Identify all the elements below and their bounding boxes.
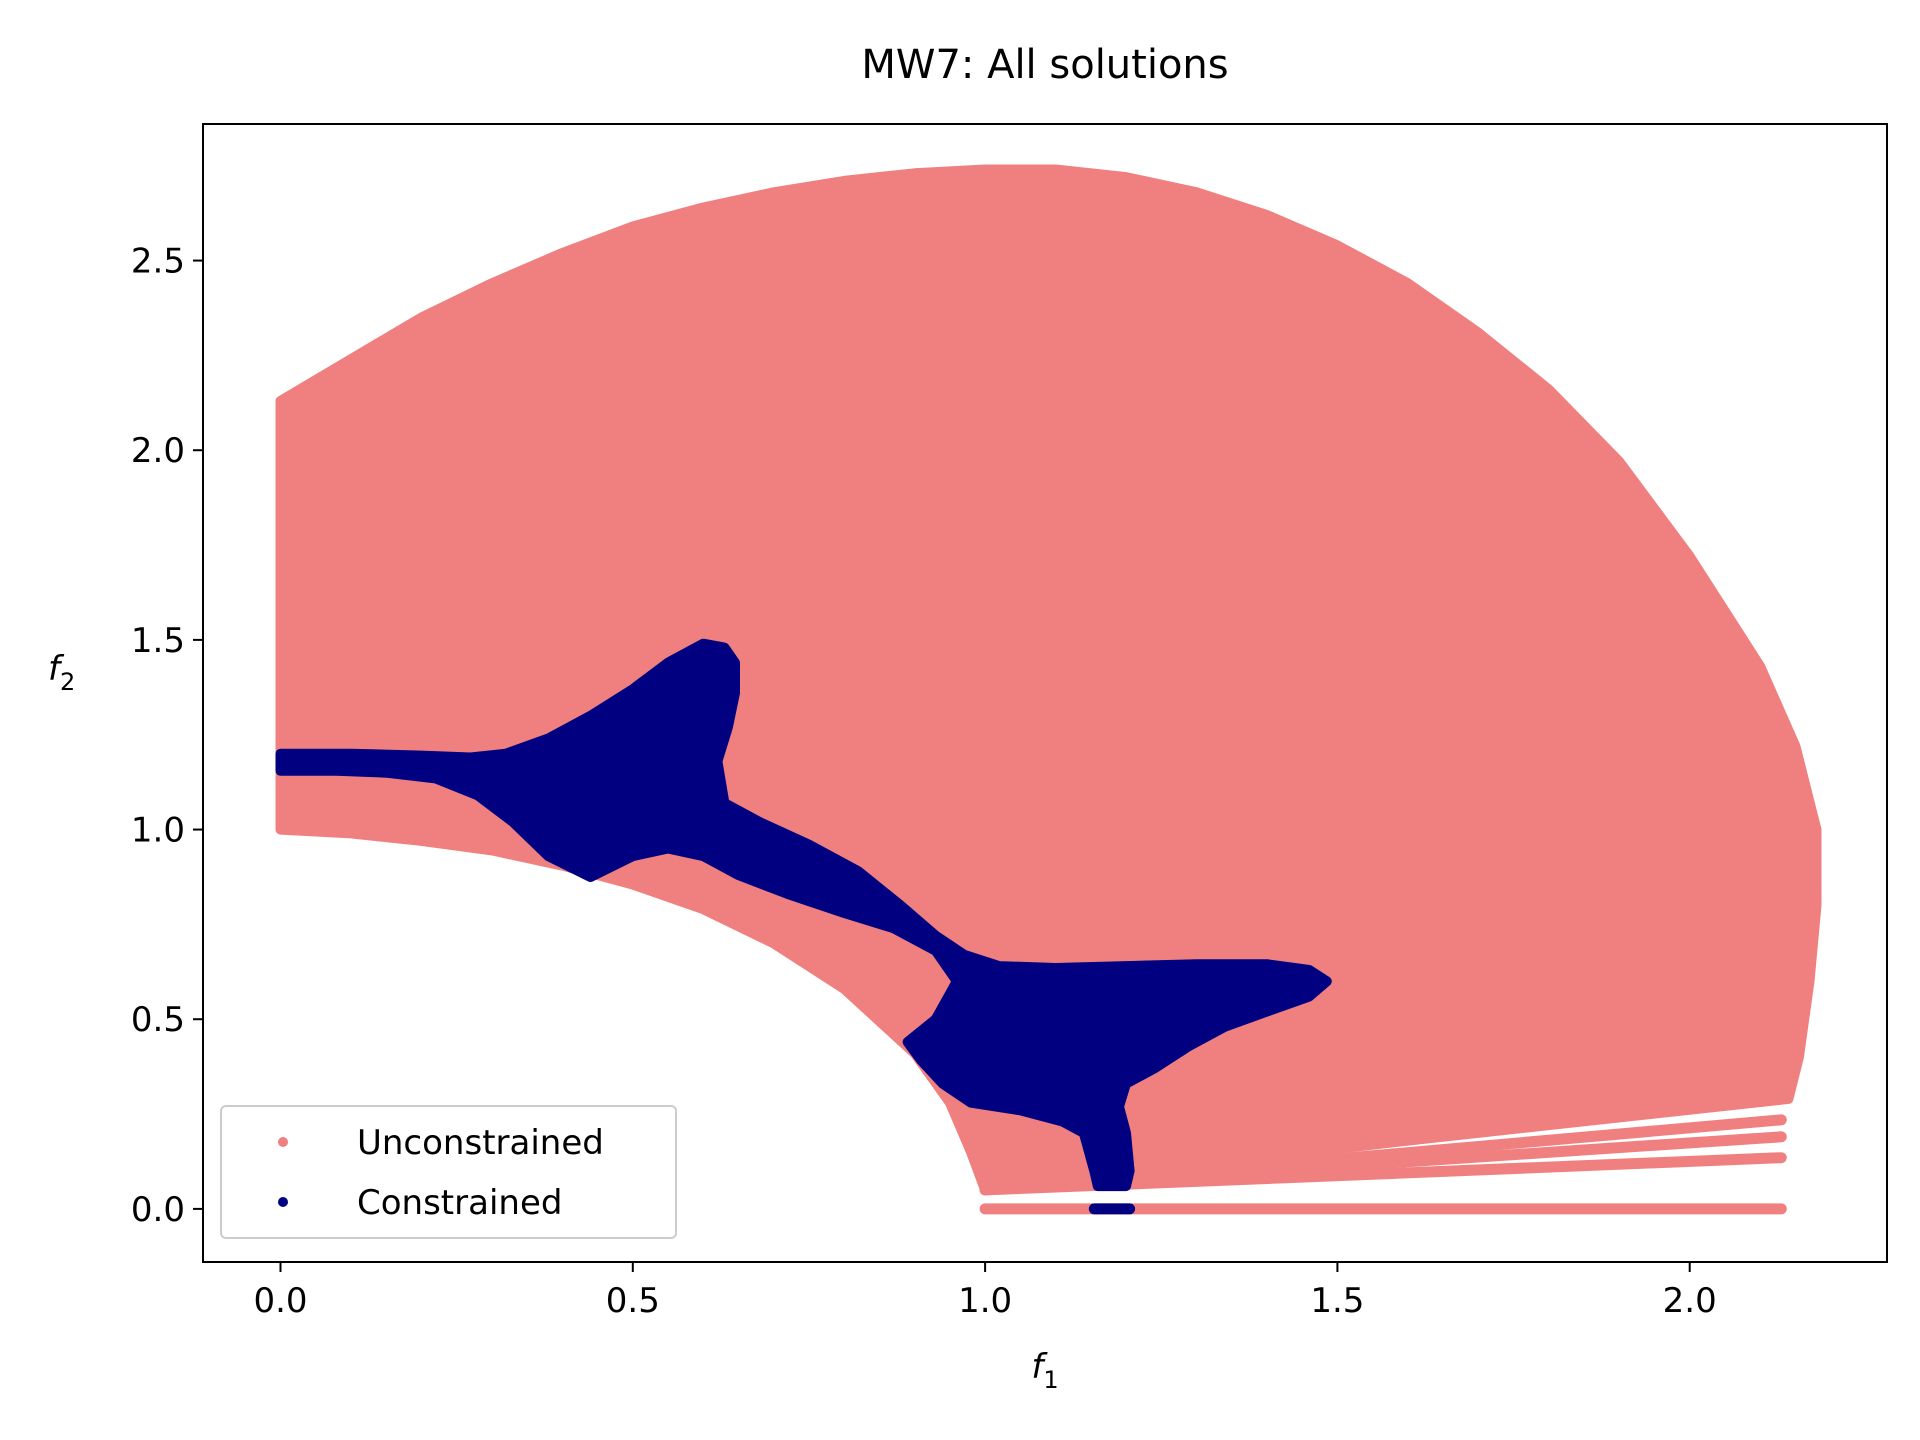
- y-tick-label: 0.0: [131, 1190, 185, 1230]
- x-tick-label: 1.5: [1310, 1281, 1364, 1321]
- x-tick-label: 2.0: [1663, 1281, 1717, 1321]
- x-axis-label: f1: [1031, 1347, 1058, 1394]
- x-axis: 0.0 0.5 1.0 1.5 2.0: [253, 1262, 1717, 1321]
- y-tick-label: 2.0: [131, 431, 185, 471]
- y-tick-label: 2.5: [131, 242, 185, 282]
- plot-frame: [202, 123, 1888, 1263]
- legend: Unconstrained Constrained: [220, 1105, 677, 1239]
- unconstrained-main-region: [275, 164, 1822, 1195]
- legend-label-constrained: Constrained: [357, 1183, 562, 1223]
- series-constrained: [275, 638, 1332, 1215]
- legend-label-unconstrained: Unconstrained: [357, 1123, 604, 1163]
- x-tick-label: 1.0: [958, 1281, 1012, 1321]
- x-tick-label: 0.0: [253, 1281, 307, 1321]
- y-tick-label: 1.5: [131, 621, 185, 661]
- chart-title: MW7: All solutions: [861, 42, 1228, 88]
- legend-box: [220, 1105, 677, 1239]
- legend-marker-constrained: [278, 1197, 288, 1207]
- x-tick-label: 0.5: [606, 1281, 660, 1321]
- legend-marker-unconstrained: [278, 1137, 288, 1147]
- y-axis-label: f2: [48, 649, 75, 696]
- y-tick-label: 1.0: [131, 811, 185, 851]
- constrained-feasible-region: [275, 638, 1332, 1192]
- y-tick-label: 0.5: [131, 1000, 185, 1040]
- y-axis: 0.0 0.5 1.0 1.5 2.0 2.5: [131, 242, 203, 1230]
- x-axis-label-subscript: 1: [1043, 1366, 1058, 1394]
- y-axis-label-subscript: 2: [60, 668, 75, 696]
